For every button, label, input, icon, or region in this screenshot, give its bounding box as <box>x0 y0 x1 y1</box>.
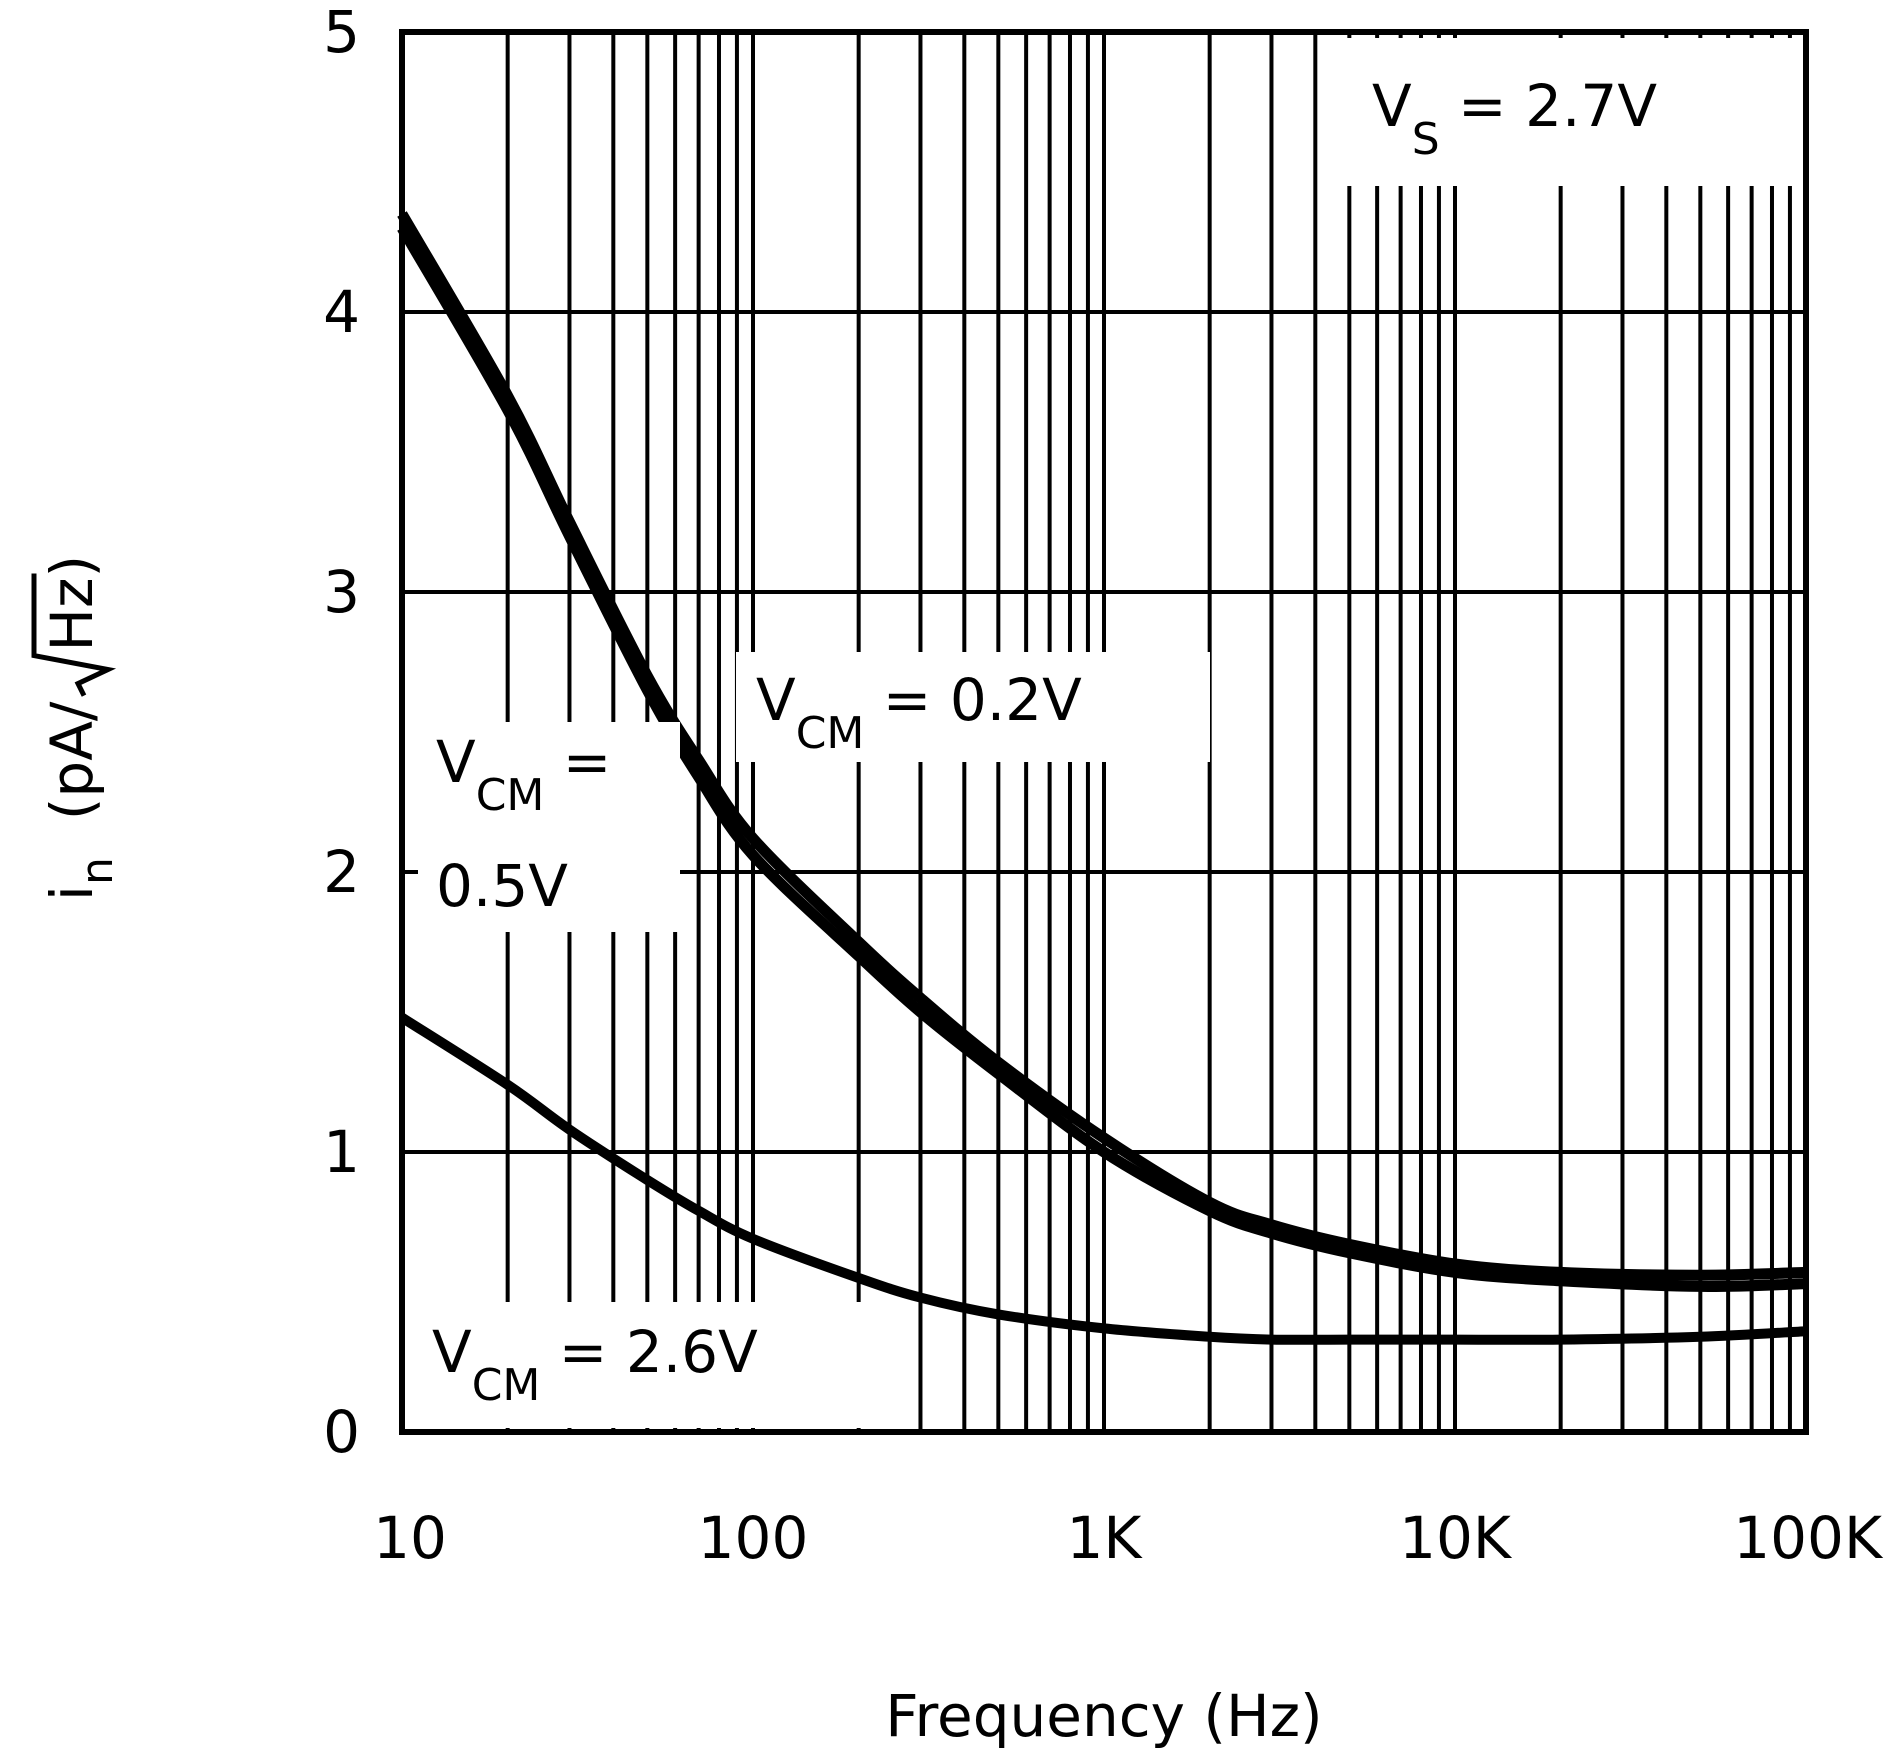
annotation-backgrounds <box>418 38 1794 1428</box>
annotation-vcm-2-6v: VCM = 2.6V <box>432 1318 758 1411</box>
y-axis-title: in (pA/Hz) <box>38 555 123 901</box>
x-tick-label: 10K <box>1399 1504 1513 1572</box>
y-tick-label: 0 <box>323 1398 360 1466</box>
series-curves <box>397 211 1807 1345</box>
y-tick-label: 2 <box>323 838 360 906</box>
y-tick-label: 1 <box>323 1118 360 1186</box>
series-line-2 <box>397 225 1807 1292</box>
y-tick-label: 5 <box>323 0 360 66</box>
x-axis-title: Frequency (Hz) <box>885 1682 1322 1750</box>
sqrt-symbol <box>31 573 117 697</box>
y-tick-labels: 0 1 2 3 4 5 <box>323 0 360 1466</box>
series-line-1 <box>397 211 1807 1281</box>
annotation-vcm-0-5v: VCM = <box>436 728 611 821</box>
annotation-vs: VS = 2.7V <box>1372 72 1657 165</box>
annotation-vcm-0-2v: VCM = 0.2V <box>756 666 1082 759</box>
y-tick-label: 4 <box>323 278 360 346</box>
x-tick-labels: 10 100 1K 10K 100K <box>373 1504 1884 1572</box>
y-tick-label: 3 <box>323 558 360 626</box>
plot-frame <box>399 29 1809 1435</box>
series-line-3 <box>399 1013 1807 1345</box>
x-tick-label: 100 <box>698 1504 809 1572</box>
x-tick-label: 100K <box>1733 1504 1884 1572</box>
annotation-vcm-0-5v-value: 0.5V <box>436 852 568 920</box>
x-tick-label: 1K <box>1067 1504 1144 1572</box>
x-tick-label: 10 <box>373 1504 447 1572</box>
